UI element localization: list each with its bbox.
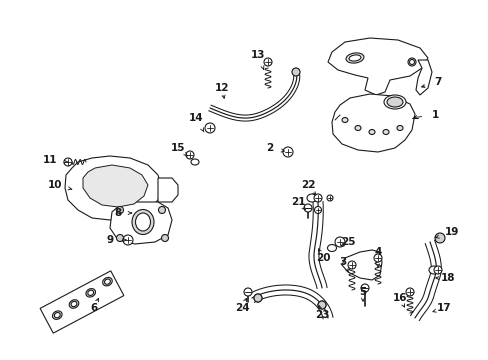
Circle shape <box>283 147 292 157</box>
Text: 23: 23 <box>314 306 328 320</box>
Circle shape <box>304 204 311 212</box>
Circle shape <box>64 158 72 166</box>
Text: 15: 15 <box>170 143 187 156</box>
Circle shape <box>360 284 368 292</box>
Text: 3: 3 <box>339 257 347 272</box>
Ellipse shape <box>396 126 402 130</box>
Text: 21: 21 <box>290 197 305 210</box>
Text: 7: 7 <box>421 77 441 87</box>
Circle shape <box>123 235 133 245</box>
Text: 25: 25 <box>340 237 354 247</box>
Circle shape <box>244 288 251 296</box>
Polygon shape <box>327 38 427 95</box>
Polygon shape <box>341 250 381 280</box>
Circle shape <box>334 237 345 247</box>
Circle shape <box>158 207 165 213</box>
Circle shape <box>405 288 413 296</box>
Text: 16: 16 <box>392 293 407 307</box>
Ellipse shape <box>408 59 414 64</box>
Ellipse shape <box>86 289 95 297</box>
Ellipse shape <box>341 117 347 122</box>
Circle shape <box>313 194 321 202</box>
Circle shape <box>347 261 355 269</box>
Ellipse shape <box>132 210 154 234</box>
Text: 5: 5 <box>359 287 366 301</box>
Text: 10: 10 <box>48 180 72 190</box>
Circle shape <box>326 195 332 201</box>
Text: 1: 1 <box>413 110 438 120</box>
Text: 2: 2 <box>266 143 284 153</box>
Polygon shape <box>40 271 123 333</box>
Text: 9: 9 <box>106 235 126 245</box>
Ellipse shape <box>346 53 363 63</box>
Text: 4: 4 <box>373 247 381 267</box>
Ellipse shape <box>348 55 360 61</box>
Ellipse shape <box>191 159 199 165</box>
Ellipse shape <box>386 97 402 107</box>
Circle shape <box>373 254 381 262</box>
Circle shape <box>161 234 168 242</box>
Ellipse shape <box>71 301 77 307</box>
Ellipse shape <box>52 311 62 319</box>
Ellipse shape <box>292 68 299 76</box>
Ellipse shape <box>368 130 374 135</box>
Ellipse shape <box>104 279 110 284</box>
Polygon shape <box>158 178 178 202</box>
Ellipse shape <box>102 278 112 286</box>
Text: 11: 11 <box>42 155 67 165</box>
Text: 12: 12 <box>214 83 229 98</box>
Polygon shape <box>65 156 162 220</box>
Polygon shape <box>331 94 414 152</box>
Circle shape <box>433 266 441 274</box>
Ellipse shape <box>435 234 444 243</box>
Polygon shape <box>110 202 172 244</box>
Circle shape <box>314 207 321 213</box>
Text: 19: 19 <box>434 227 458 238</box>
Ellipse shape <box>407 58 415 66</box>
Ellipse shape <box>383 95 405 109</box>
Circle shape <box>116 207 123 213</box>
Text: 6: 6 <box>90 298 98 313</box>
Circle shape <box>434 233 444 243</box>
Circle shape <box>185 151 194 159</box>
Ellipse shape <box>317 301 325 309</box>
Text: 13: 13 <box>250 50 264 69</box>
Ellipse shape <box>354 126 360 130</box>
Ellipse shape <box>428 266 438 274</box>
Ellipse shape <box>135 213 150 231</box>
Text: 22: 22 <box>300 180 315 195</box>
Ellipse shape <box>306 194 316 202</box>
Circle shape <box>264 58 271 66</box>
Circle shape <box>291 68 299 76</box>
Text: 17: 17 <box>432 303 450 313</box>
Text: 20: 20 <box>315 249 329 263</box>
Ellipse shape <box>327 244 336 252</box>
Ellipse shape <box>382 130 388 135</box>
Circle shape <box>204 123 215 133</box>
Text: 14: 14 <box>188 113 203 132</box>
Ellipse shape <box>54 312 60 318</box>
Ellipse shape <box>88 290 93 296</box>
Text: 24: 24 <box>234 298 249 313</box>
Ellipse shape <box>69 300 79 308</box>
Text: 18: 18 <box>435 273 454 283</box>
Polygon shape <box>415 60 431 95</box>
Ellipse shape <box>253 294 262 302</box>
Circle shape <box>253 294 262 302</box>
Text: 8: 8 <box>114 208 131 218</box>
Polygon shape <box>83 165 148 207</box>
Circle shape <box>317 301 325 309</box>
Circle shape <box>116 234 123 242</box>
